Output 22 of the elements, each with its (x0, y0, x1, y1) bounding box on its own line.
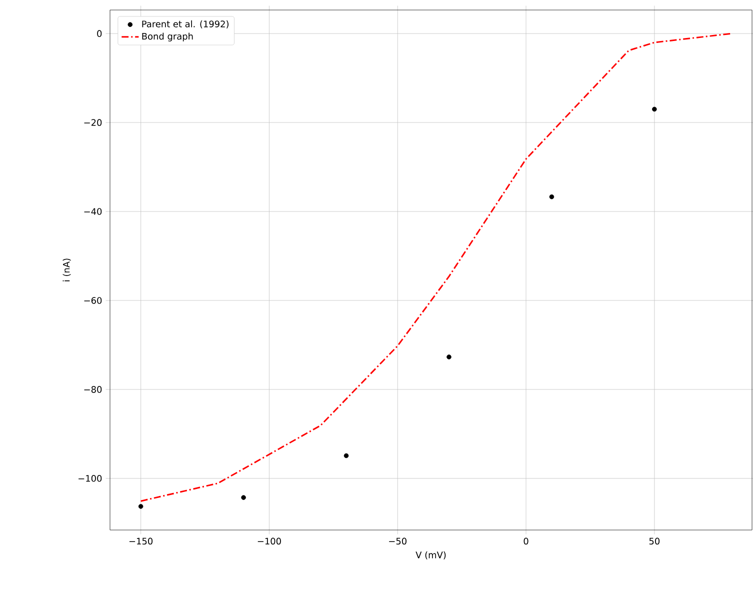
y-tick-label: 0 (97, 30, 102, 37)
y-tick-label: −80 (84, 386, 102, 393)
point (446, 354, 452, 360)
y-axis-title: i (nA) (62, 258, 71, 282)
y-tick-label: −40 (84, 208, 102, 215)
x-tick-label: −150 (129, 538, 153, 545)
y-tick-label: −20 (84, 119, 102, 126)
point (241, 495, 246, 500)
legend-label: Parent et al. (1992) (142, 20, 228, 28)
x-tick-label: −100 (258, 538, 281, 545)
point (549, 194, 554, 200)
y-tick-label: −100 (78, 475, 102, 482)
line-series (140, 32, 732, 502)
x-axis-title: V (mV) (416, 551, 446, 560)
y-tick-label: −60 (84, 297, 102, 304)
point (138, 504, 144, 509)
point (344, 453, 349, 458)
x-tick-label: 50 (649, 538, 660, 545)
legend-label: Bond graph (142, 32, 193, 42)
x-tick-label: −50 (389, 538, 406, 545)
x-tick-label: 0 (524, 538, 528, 545)
point (652, 106, 657, 112)
